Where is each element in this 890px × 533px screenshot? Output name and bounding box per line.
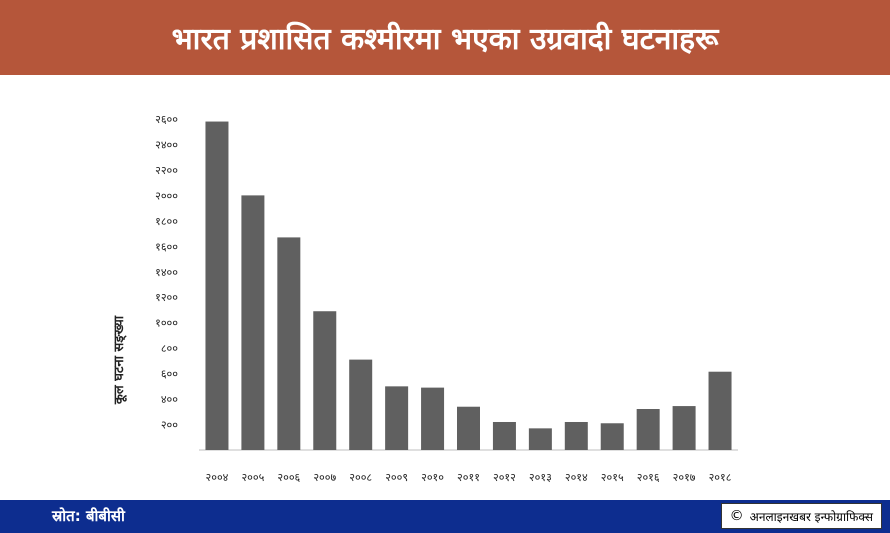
- bar-7: [457, 406, 480, 450]
- x-tick-label: २०११: [457, 471, 480, 484]
- copyright-icon: ©: [729, 508, 744, 524]
- x-tick-label: २०१६: [637, 471, 660, 484]
- bar-6: [421, 387, 445, 450]
- title-banner: भारत प्रशासित कश्मीरमा भएका उग्रवादी घटन…: [0, 0, 890, 75]
- x-tick-label: २००९: [385, 471, 408, 484]
- y-tick-label: २००: [161, 419, 178, 432]
- x-tick-label: २००७: [313, 471, 336, 484]
- source-text: स्रोत: बीबीसी: [52, 507, 125, 525]
- x-tick-label: २०१५: [601, 471, 624, 484]
- x-tick-label: २०१८: [709, 471, 732, 484]
- y-tick-label: २२००: [155, 164, 178, 177]
- x-tick-label: २००८: [349, 471, 372, 484]
- credit-text: अनलाइनखबर इन्फोग्राफिक्स: [749, 509, 873, 524]
- bar-8: [492, 421, 516, 450]
- bar-4: [349, 359, 373, 450]
- x-tick-label: २००५: [241, 471, 264, 484]
- y-axis-label: कूल घटना सङ्ख्या: [112, 315, 127, 405]
- y-tick-label: २०००: [155, 189, 178, 202]
- y-tick-label: २६००: [155, 113, 178, 126]
- credit-badge: © अनलाइनखबर इन्फोग्राफिक्स: [720, 503, 882, 529]
- y-tick-label: १८००: [155, 215, 178, 228]
- x-tick-label: २०१७: [673, 471, 696, 484]
- footer-bar: स्रोत: बीबीसी © अनलाइनखबर इन्फोग्राफिक्स: [0, 500, 890, 533]
- y-tick-label: २४००: [155, 138, 178, 151]
- bar-1: [241, 195, 265, 450]
- x-tick-label: २०१०: [421, 471, 444, 484]
- chart-area: कूल घटना सङ्ख्या २०० ४०० ६०० ८०० १००० १२०० १४०…: [0, 75, 890, 500]
- bar-0: [205, 121, 229, 451]
- y-tick-label: ८००: [161, 342, 178, 355]
- y-tick-label: १२००: [155, 291, 178, 304]
- x-tick-label: २०१३: [529, 471, 552, 484]
- y-tick-label: १४००: [155, 266, 178, 279]
- y-tick-label: ४००: [161, 393, 178, 406]
- bar-11: [600, 423, 624, 450]
- bar-2: [277, 237, 301, 450]
- bar-3: [313, 311, 337, 450]
- x-tick-label: २००४: [206, 471, 229, 484]
- y-tick-label: ६००: [161, 368, 178, 381]
- chart-title: भारत प्रशासित कश्मीरमा भएका उग्रवादी घटन…: [171, 22, 719, 57]
- x-tick-label: २०१२: [493, 471, 516, 484]
- bar-9: [528, 428, 552, 450]
- bar-14: [708, 371, 732, 450]
- y-tick-label: १६००: [155, 240, 178, 253]
- y-tick-label: १०००: [155, 317, 178, 330]
- x-tick-label: २००६: [277, 471, 300, 484]
- x-tick-label: २०१४: [565, 471, 588, 484]
- bar-13: [672, 406, 696, 450]
- bar-5: [385, 386, 409, 450]
- bar-10: [564, 421, 588, 450]
- bar-chart: २०० ४०० ६०० ८०० १००० १२०० १४०० १६०० १८०० २००० २२००…: [155, 113, 738, 484]
- bar-12: [636, 409, 660, 450]
